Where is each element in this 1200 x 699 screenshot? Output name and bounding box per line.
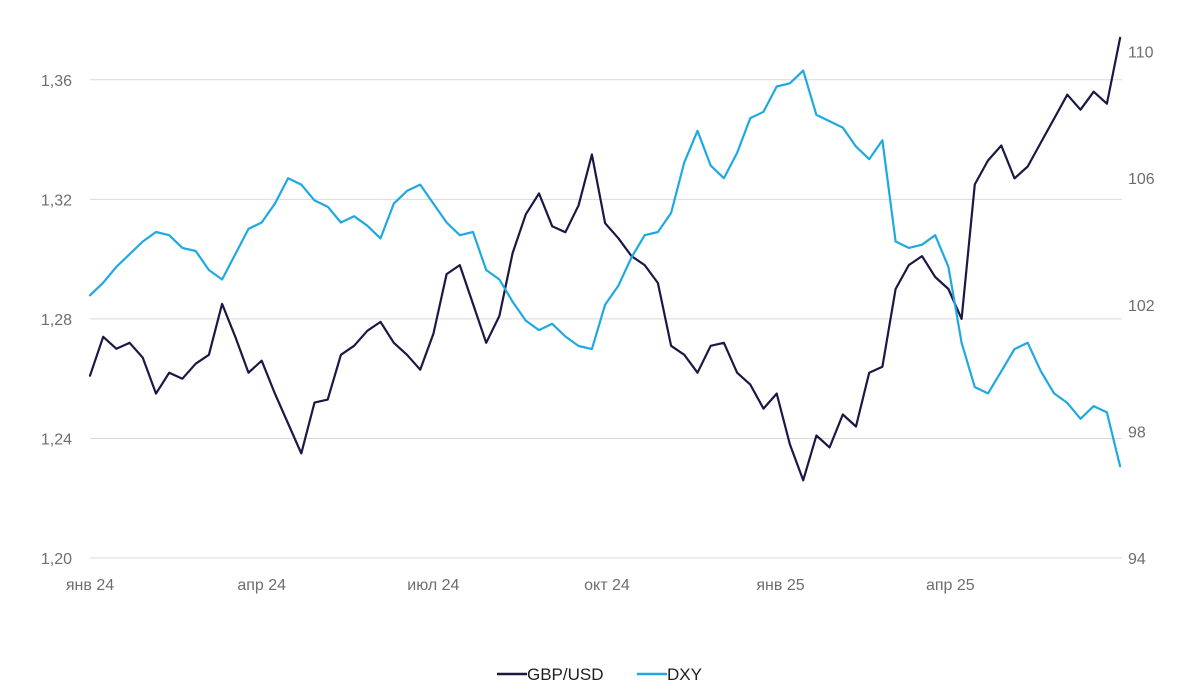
y-right-tick-label: 98: [1128, 424, 1146, 441]
axis-labels: 1,20 1,24 1,28 1,32 1,36 94 98 102 106 110 янв 24 а…: [41, 45, 1155, 594]
legend-label: GBP/USD: [527, 665, 604, 684]
series-line-gbp-usd: [88, 36, 1122, 482]
x-tick-label: июл 24: [407, 577, 459, 594]
x-tick-label: окт 24: [584, 577, 630, 594]
gridlines: [90, 79, 1122, 559]
legend-label: DXY: [667, 665, 702, 684]
y-left-tick-label: 1,36: [41, 73, 72, 90]
y-left-tick-label: 1,24: [41, 431, 72, 448]
y-right-tick-label: 106: [1128, 171, 1155, 188]
series-line-dxy: [88, 69, 1122, 468]
y-right-tick-label: 94: [1128, 551, 1146, 568]
legend-item: GBP/USD: [497, 665, 604, 684]
x-tick-label: янв 24: [66, 577, 114, 594]
x-tick-label: янв 25: [756, 577, 804, 594]
y-right-tick-label: 110: [1128, 45, 1154, 62]
y-right-tick-label: 102: [1128, 298, 1155, 315]
y-left-tick-label: 1,28: [41, 312, 72, 329]
x-tick-label: апр 25: [926, 577, 975, 594]
x-tick-label: апр 24: [237, 577, 286, 594]
y-left-tick-label: 1,32: [41, 192, 72, 209]
legend: GBP/USD DXY: [497, 665, 702, 684]
y-left-tick-label: 1,20: [41, 551, 72, 568]
series-lines: [88, 36, 1122, 482]
legend-item: DXY: [637, 665, 702, 684]
